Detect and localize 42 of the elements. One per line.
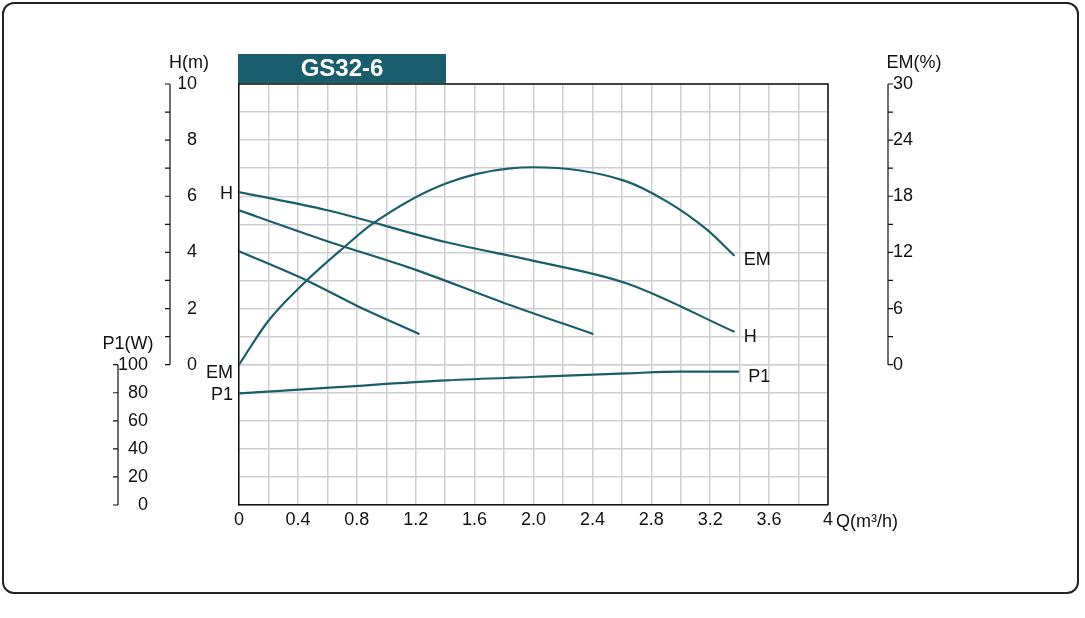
line-series: [239, 166, 735, 366]
series-label: H: [220, 183, 233, 204]
y3-tick-label: 100: [117, 353, 148, 374]
x-axis-title: Q(m³/h): [836, 510, 898, 531]
y3-tick-label: 20: [127, 465, 148, 486]
y-tick-label: 4: [186, 241, 197, 262]
x-tick-label: 0.8: [344, 508, 370, 529]
y-tick-label: 0: [186, 353, 197, 374]
x-tick-label: 0.4: [285, 508, 311, 529]
y3-tick-label: 80: [127, 381, 148, 402]
x-tick-label: 3.2: [697, 508, 723, 529]
text: P1: [748, 365, 771, 386]
y2-tick-label: 12: [893, 241, 914, 262]
text: EM: [743, 249, 771, 270]
y3-tick-label: 40: [127, 437, 148, 458]
series-label: EM: [206, 361, 233, 382]
y2-tick-label: 30: [893, 72, 914, 93]
x-tick-label: 3.6: [756, 508, 782, 529]
y-tick-label: 6: [186, 185, 197, 206]
y-tick-label: 8: [186, 129, 197, 150]
y-tick-label: 10: [176, 72, 197, 93]
text: H: [743, 325, 757, 346]
y-axis-title: H(m): [169, 51, 209, 72]
y2-tick-label: 0: [893, 353, 904, 374]
x-tick-label: 0: [233, 508, 245, 529]
y3-tick-label: 60: [127, 409, 148, 430]
y3-axis-title: P1(W): [102, 332, 154, 353]
y-tick-label: 2: [186, 297, 197, 318]
y2-axis-title: EM(%): [886, 51, 942, 72]
series-label: P1: [210, 384, 233, 405]
y2-tick-label: 18: [893, 185, 914, 206]
x-tick-label: 4: [822, 508, 834, 529]
y2-tick-label: 6: [893, 297, 904, 318]
chart-title: GS32-6: [300, 53, 384, 81]
x-tick-label: 2.4: [579, 508, 605, 529]
x-tick-label: 1.6: [462, 508, 488, 529]
line-series: [239, 370, 740, 395]
y2-tick-label: 24: [893, 129, 914, 150]
x-tick-label: 2.0: [520, 508, 547, 529]
y3-tick-label: 0: [137, 493, 148, 514]
x-tick-label: 1.2: [403, 508, 429, 529]
x-tick-label: 2.8: [638, 508, 664, 529]
